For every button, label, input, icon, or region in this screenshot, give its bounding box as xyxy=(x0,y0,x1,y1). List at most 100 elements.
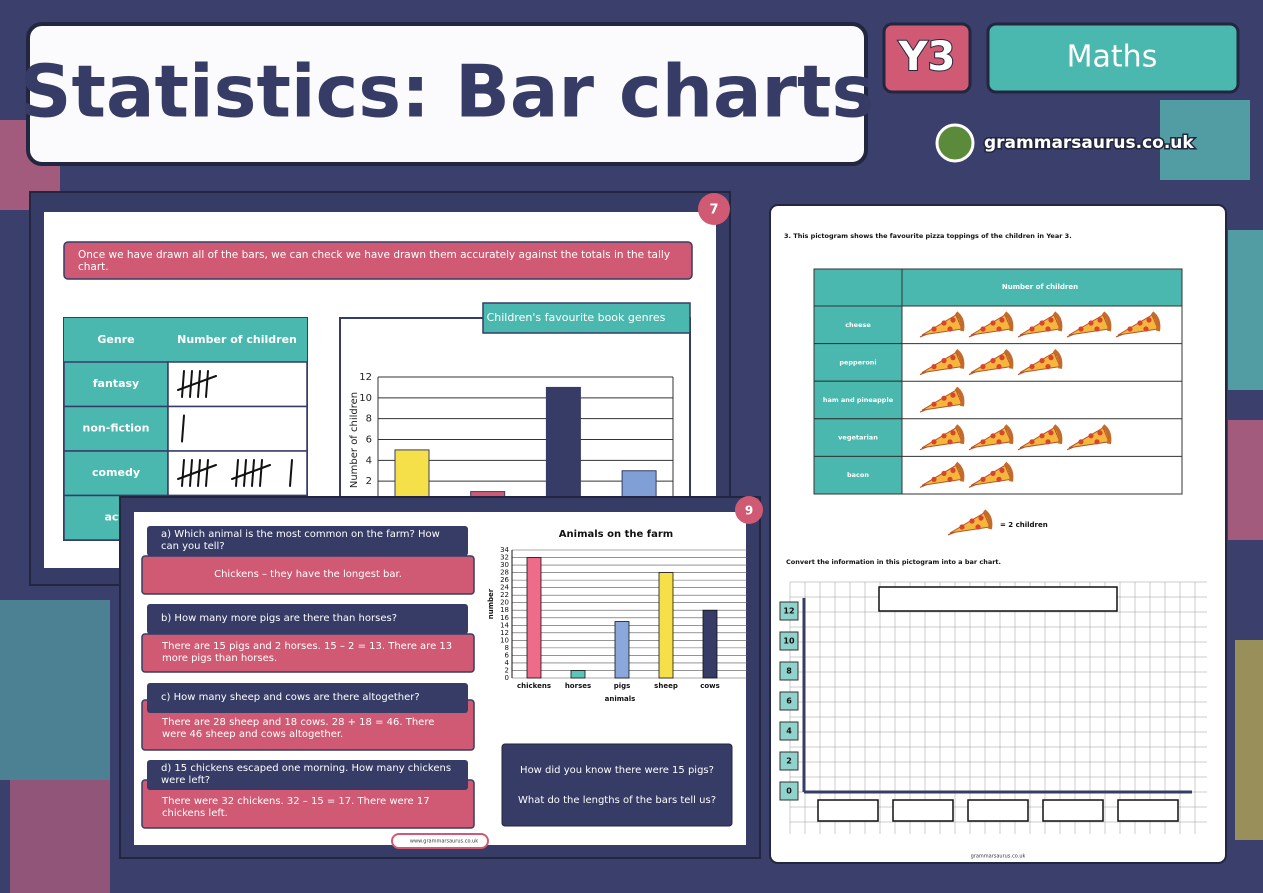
pizza-icon xyxy=(919,311,965,338)
table-header: Number of children xyxy=(177,333,297,346)
topping-label: pepperoni xyxy=(839,358,876,366)
y-tick-label: 10 xyxy=(359,393,372,404)
pizza-icon xyxy=(919,461,965,488)
pepperoni xyxy=(931,326,937,332)
pizza-icon xyxy=(968,311,1014,338)
pizza-crust xyxy=(954,461,965,482)
pepperoni xyxy=(1097,430,1103,436)
pepperoni xyxy=(996,476,1002,482)
question-text-box: b) How many more pigs are there than hor… xyxy=(161,613,397,624)
pepperoni xyxy=(999,355,1005,361)
tally-stroke xyxy=(189,459,193,487)
bar xyxy=(702,609,718,679)
tally-marks xyxy=(177,370,217,398)
x-tick-label: horses xyxy=(565,682,591,690)
pepperoni xyxy=(941,395,947,401)
pizza-crust xyxy=(1052,424,1063,445)
prompt-box xyxy=(501,743,733,827)
bar xyxy=(658,572,674,679)
tick-badge xyxy=(779,631,799,651)
y-tick-label: 18 xyxy=(500,606,509,614)
title-blank xyxy=(878,586,1118,612)
slide-7-number: 7 xyxy=(709,203,718,218)
page-title: Statistics: Bar charts xyxy=(20,50,875,134)
pictogram-header-label: Number of children xyxy=(1002,283,1078,291)
tally-header-left xyxy=(64,318,168,362)
instruction: 3. This pictogram shows the favourite pi… xyxy=(784,232,1072,240)
y-tick-label: 8 xyxy=(366,414,372,425)
pizza-icon xyxy=(919,349,965,376)
y-tick-label: 32 xyxy=(500,554,509,562)
answer-text-box: There are 28 sheep and 18 cows. 28 + 18 … xyxy=(162,717,434,740)
pepperoni xyxy=(1029,439,1035,445)
pepperoni xyxy=(1094,326,1100,332)
tally-stroke xyxy=(181,414,185,443)
pepperoni xyxy=(980,326,986,332)
subject-label: Maths xyxy=(1067,40,1158,75)
grid-tick-label: 6 xyxy=(786,697,792,706)
x-tick-label: cows xyxy=(700,682,720,690)
pepperoni xyxy=(975,524,981,530)
bar xyxy=(614,621,630,679)
bar xyxy=(545,386,581,503)
pepperoni xyxy=(990,320,996,326)
footer-pill xyxy=(391,833,489,849)
pepperoni xyxy=(1094,439,1100,445)
pepperoni xyxy=(999,317,1005,323)
prompt-text: What do the lengths of the bars tell us? xyxy=(518,795,716,806)
answer-text-box: There were 32 chickens. 32 – 15 = 17. Th… xyxy=(162,796,430,819)
pepperoni xyxy=(969,518,975,524)
site-name: grammarsaurus.co.uk xyxy=(984,133,1194,153)
pepperoni xyxy=(1048,317,1054,323)
pepperoni xyxy=(941,433,947,439)
title-box xyxy=(26,22,868,166)
year-label: Y3 xyxy=(898,34,956,80)
pepperoni xyxy=(947,476,953,482)
answer-text: There were 32 chickens. 32 – 15 = 17. Th… xyxy=(162,796,430,819)
pizza-icon xyxy=(1017,424,1063,451)
prompt-text: How did you know there were 15 pigs? xyxy=(520,765,714,776)
pizza-crust xyxy=(1003,349,1014,369)
question-text-box: a) Which animal is the most common on th… xyxy=(161,529,440,552)
pizza-crust xyxy=(1052,349,1063,369)
pepperoni xyxy=(931,476,937,482)
pepperoni xyxy=(950,430,956,436)
topping-cell xyxy=(813,418,903,457)
tally-stroke xyxy=(235,459,239,487)
topping-label: bacon xyxy=(847,471,869,479)
pepperoni xyxy=(1078,326,1084,332)
bar xyxy=(526,557,542,679)
pepperoni xyxy=(1039,358,1045,364)
pepperoni xyxy=(1039,433,1045,439)
tick-badge xyxy=(779,721,799,741)
tally-stroke xyxy=(251,459,255,487)
worksheet-footer: grammarsaurus.co.uk xyxy=(971,854,1026,860)
pizza-icon xyxy=(1017,349,1063,376)
table-header: Genre xyxy=(97,333,134,346)
pepperoni xyxy=(950,467,956,473)
y-tick-label: 12 xyxy=(500,629,509,637)
pepperoni xyxy=(931,401,937,407)
pizza-crust xyxy=(1003,424,1014,445)
pizza-crust xyxy=(954,424,965,445)
tally-stroke xyxy=(289,459,293,487)
question-box xyxy=(147,604,468,634)
question-box xyxy=(147,526,468,556)
tally-stroke xyxy=(189,370,193,398)
pepperoni xyxy=(980,364,986,370)
pepperoni xyxy=(1048,430,1054,436)
pizza-icon xyxy=(919,424,965,451)
x-tick-label: chickens xyxy=(517,682,551,690)
category-blank xyxy=(817,799,879,822)
pepperoni xyxy=(996,364,1002,370)
pepperoni xyxy=(1048,355,1054,361)
grid-tick-label: 12 xyxy=(783,607,794,616)
pepperoni xyxy=(1045,326,1051,332)
pepperoni xyxy=(1137,320,1143,326)
question-box xyxy=(147,760,468,790)
banner xyxy=(63,241,693,280)
pizza-icon xyxy=(968,461,1014,488)
chart-title: Children's favourite book genres xyxy=(487,311,666,324)
pepperoni xyxy=(947,439,953,445)
pepperoni xyxy=(1045,439,1051,445)
